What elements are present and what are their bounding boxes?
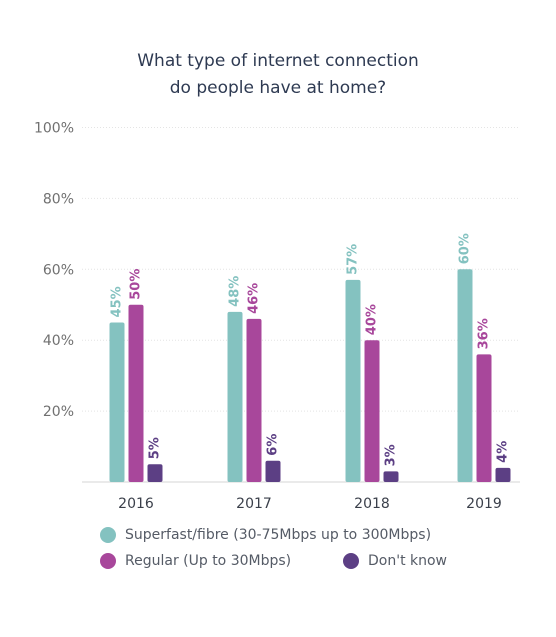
chart-title-line-2: do people have at home? [169,78,387,98]
data-label: 46% [247,283,262,314]
bar [383,471,399,482]
data-label: 60% [458,233,473,264]
legend-item: Regular (Up to 30Mbps) [100,553,291,569]
bar [457,269,473,482]
legend-label: Don't know [368,553,448,569]
x-tick-label: 2019 [466,496,502,512]
legend-swatch [343,553,359,569]
data-label: 6% [266,434,281,456]
x-tick-label: 2017 [236,496,272,512]
y-tick-label: 100% [34,121,74,137]
y-tick-label: 80% [43,191,74,207]
legend-swatch [100,527,116,543]
bar [227,311,243,482]
y-tick-label: 60% [43,262,74,278]
data-label: 5% [148,437,163,459]
data-label: 45% [110,286,125,317]
bar [147,464,163,482]
bar [495,467,511,482]
bar [345,279,361,482]
bar [265,460,281,482]
chart-title: What type of internet connection do peop… [0,48,556,102]
x-tick-label: 2016 [118,496,154,512]
data-label: 57% [346,244,361,275]
bar [128,304,144,482]
bar [109,322,125,482]
data-label: 4% [496,441,511,463]
data-label: 48% [228,276,243,307]
bar [246,318,262,482]
x-tick-label: 2018 [354,496,390,512]
legend-item: Don't know [343,553,447,569]
data-label: 36% [477,318,492,349]
data-label: 3% [384,444,399,466]
y-tick-label: 40% [43,333,74,349]
legend-label: Regular (Up to 30Mbps) [125,553,292,569]
legend-swatch [100,553,116,569]
data-label: 40% [365,304,380,335]
data-label: 50% [129,269,144,300]
bar [364,340,380,482]
y-tick-label: 20% [43,404,74,420]
legend-item: Superfast/fibre (30-75Mbps up to 300Mbps… [100,527,431,543]
chart-title-line-1: What type of internet connection [137,51,419,71]
bar [476,354,492,482]
legend-label: Superfast/fibre (30-75Mbps up to 300Mbps… [125,527,432,543]
